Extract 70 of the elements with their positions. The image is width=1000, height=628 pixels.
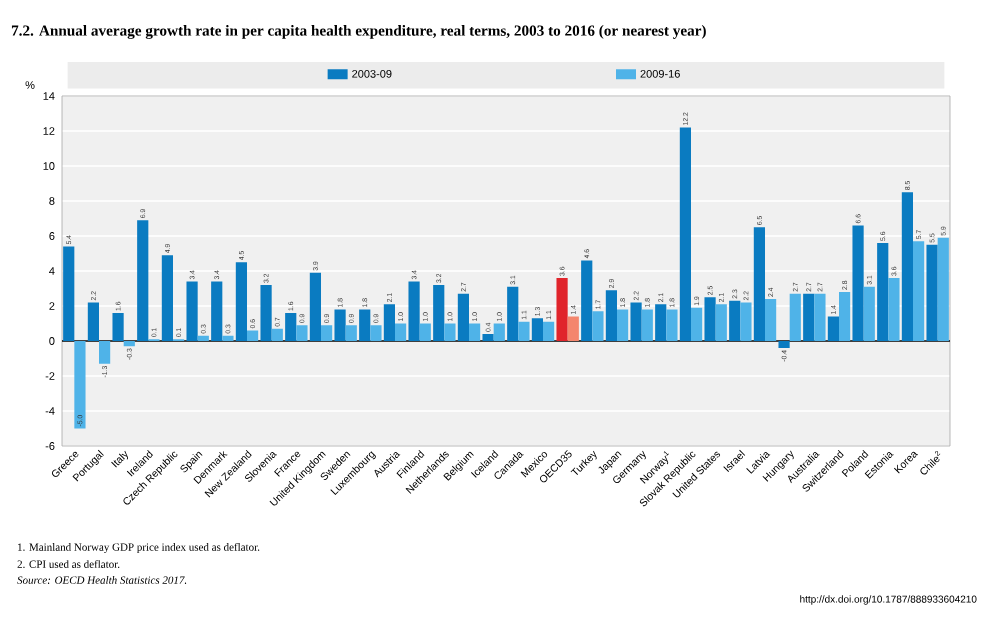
bar [641,309,653,341]
bar [704,297,716,341]
bar [334,309,346,341]
bar [839,292,851,341]
bar [197,335,209,341]
bar [531,318,544,341]
bar [395,323,407,341]
bar [605,290,617,341]
bar [186,281,198,341]
bar [543,321,555,341]
bar [691,307,703,341]
bar [235,262,248,341]
bar [444,323,456,341]
bar [359,309,371,341]
bar [655,304,667,341]
bar [345,325,357,341]
bar [469,323,481,341]
bar [679,127,691,341]
bar [852,225,864,341]
bar [271,328,283,341]
bar [877,243,889,341]
bar [370,325,382,341]
bar [518,321,530,341]
bar [863,286,875,341]
bar [493,323,505,341]
bar [161,255,173,341]
bar [112,313,124,341]
bar [419,323,431,341]
bar [285,313,297,341]
bar [729,300,741,341]
bar [74,341,86,429]
bar [123,341,135,347]
bar [408,281,420,341]
bar [926,244,938,341]
bar [888,278,900,341]
bar [211,281,223,341]
bar [433,285,445,341]
bar [296,325,308,341]
bar [827,316,839,341]
bar [666,309,678,341]
bar [321,325,333,341]
bar [803,293,815,341]
bar [383,304,395,341]
bar [507,286,519,341]
bar [567,316,579,341]
bar [617,309,629,341]
bar [901,192,913,341]
bar [913,241,925,341]
bar [592,311,604,341]
bar [309,272,322,341]
bar [87,302,100,341]
bar [789,293,801,341]
bar [753,227,766,341]
bar [247,330,259,341]
bar [457,293,469,341]
bar [937,237,949,341]
bar [63,246,75,341]
bar [137,220,149,341]
bar [814,293,826,341]
bar [222,335,234,341]
bar [99,341,111,364]
bar [740,302,752,341]
bar [765,299,777,341]
bar [260,285,272,341]
bar [482,334,494,341]
bar [715,304,727,341]
bar [556,278,568,341]
bar [630,302,642,341]
bar [778,341,790,348]
bar [581,260,593,341]
